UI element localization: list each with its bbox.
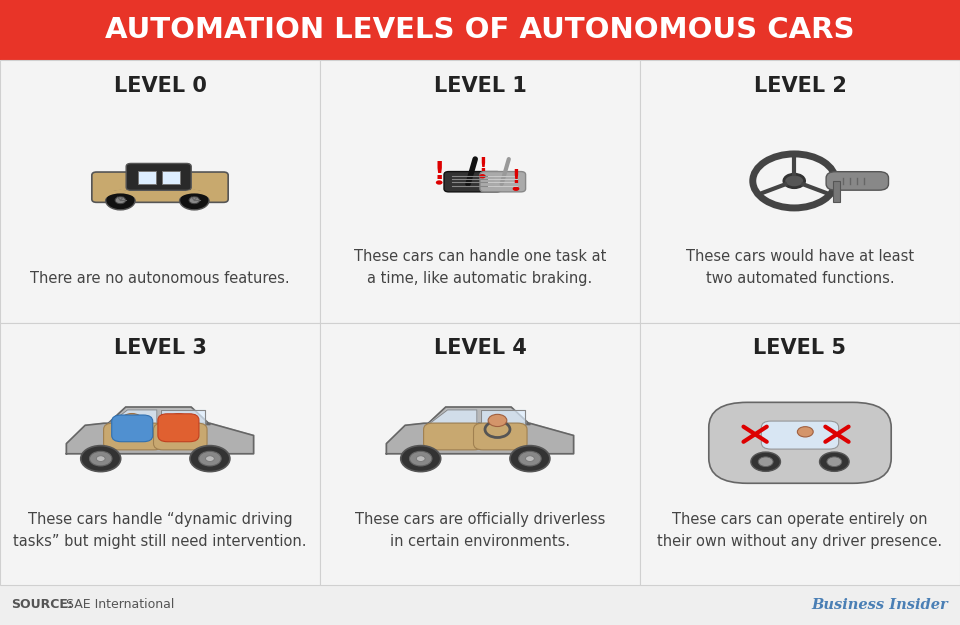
Polygon shape — [161, 410, 204, 424]
Polygon shape — [481, 410, 525, 424]
Polygon shape — [66, 423, 253, 454]
FancyBboxPatch shape — [0, 0, 960, 60]
Text: LEVEL 4: LEVEL 4 — [434, 338, 526, 358]
FancyBboxPatch shape — [640, 60, 960, 322]
FancyBboxPatch shape — [154, 423, 207, 450]
FancyBboxPatch shape — [423, 423, 483, 450]
FancyBboxPatch shape — [157, 414, 199, 442]
Polygon shape — [108, 410, 156, 424]
Circle shape — [205, 456, 214, 461]
Circle shape — [798, 427, 813, 437]
Circle shape — [400, 446, 441, 472]
FancyBboxPatch shape — [473, 423, 527, 450]
Text: !: ! — [434, 159, 444, 184]
FancyBboxPatch shape — [480, 171, 526, 192]
Circle shape — [96, 456, 105, 461]
Circle shape — [410, 451, 432, 466]
FancyBboxPatch shape — [320, 60, 640, 322]
Polygon shape — [386, 423, 574, 454]
Circle shape — [199, 451, 221, 466]
Text: LEVEL 3: LEVEL 3 — [113, 338, 206, 358]
Text: These cars handle “dynamic driving
tasks” but might still need intervention.: These cars handle “dynamic driving tasks… — [13, 511, 307, 549]
Text: LEVEL 1: LEVEL 1 — [434, 76, 526, 96]
FancyBboxPatch shape — [827, 172, 889, 190]
Circle shape — [417, 456, 425, 461]
Text: These cars can handle one task at
a time, like automatic braking.: These cars can handle one task at a time… — [354, 249, 606, 286]
FancyBboxPatch shape — [104, 423, 163, 450]
Text: LEVEL 0: LEVEL 0 — [113, 76, 206, 96]
Circle shape — [168, 414, 189, 428]
FancyBboxPatch shape — [708, 402, 891, 483]
Text: There are no autonomous features.: There are no autonomous features. — [30, 271, 290, 286]
FancyBboxPatch shape — [761, 421, 839, 449]
FancyBboxPatch shape — [138, 171, 156, 184]
Text: These cars are officially driverless
in certain environments.: These cars are officially driverless in … — [355, 511, 605, 549]
Circle shape — [81, 446, 121, 472]
Circle shape — [121, 414, 142, 428]
FancyBboxPatch shape — [320, 322, 640, 585]
FancyBboxPatch shape — [161, 171, 180, 184]
Text: These cars can operate entirely on
their own without any driver presence.: These cars can operate entirely on their… — [658, 511, 943, 549]
FancyBboxPatch shape — [126, 163, 191, 190]
FancyBboxPatch shape — [0, 60, 320, 322]
Circle shape — [784, 174, 804, 188]
Circle shape — [106, 191, 135, 210]
Text: SAE International: SAE International — [62, 599, 175, 611]
Text: SOURCE:: SOURCE: — [12, 599, 73, 611]
Text: LEVEL 2: LEVEL 2 — [754, 76, 847, 96]
Circle shape — [751, 452, 780, 471]
Circle shape — [525, 456, 535, 461]
Circle shape — [488, 414, 507, 426]
FancyBboxPatch shape — [92, 172, 228, 202]
Circle shape — [115, 197, 126, 204]
Text: !: ! — [512, 168, 520, 187]
Circle shape — [89, 451, 112, 466]
Circle shape — [190, 446, 229, 472]
Text: LEVEL 5: LEVEL 5 — [754, 338, 847, 358]
Circle shape — [436, 180, 443, 184]
FancyBboxPatch shape — [833, 181, 840, 201]
Polygon shape — [427, 407, 530, 424]
Circle shape — [518, 451, 541, 466]
Polygon shape — [429, 410, 477, 424]
Circle shape — [189, 197, 200, 204]
FancyBboxPatch shape — [640, 322, 960, 585]
Text: These cars would have at least
two automated functions.: These cars would have at least two autom… — [686, 249, 914, 286]
Circle shape — [479, 174, 486, 178]
Circle shape — [510, 446, 550, 472]
Circle shape — [180, 191, 209, 210]
Text: AUTOMATION LEVELS OF AUTONOMOUS CARS: AUTOMATION LEVELS OF AUTONOMOUS CARS — [106, 16, 854, 44]
Text: !: ! — [478, 156, 487, 175]
FancyBboxPatch shape — [0, 322, 320, 585]
FancyBboxPatch shape — [444, 171, 502, 192]
FancyBboxPatch shape — [111, 415, 153, 442]
Circle shape — [820, 452, 849, 471]
Polygon shape — [107, 407, 210, 424]
Text: Business Insider: Business Insider — [812, 598, 948, 612]
Circle shape — [513, 186, 519, 191]
Circle shape — [758, 457, 773, 466]
Circle shape — [827, 457, 842, 466]
